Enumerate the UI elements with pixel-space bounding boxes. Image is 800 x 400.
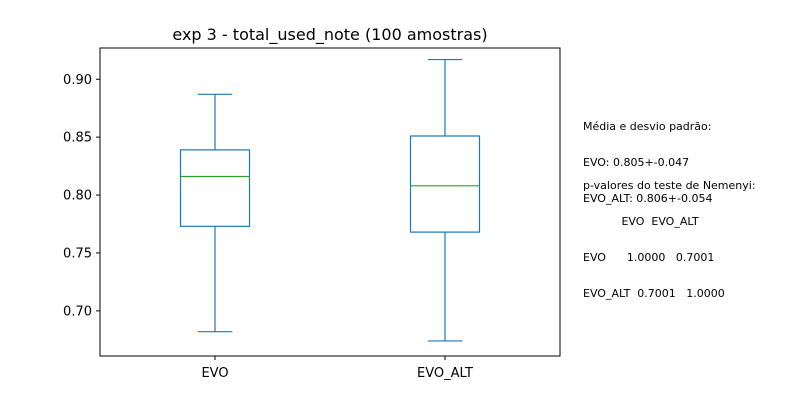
y-tick-label: 0.75 — [63, 246, 92, 261]
nemenyi-header: p-valores do teste de Nemenyi: — [583, 179, 756, 192]
stats-annotation: Média e desvio padrão: EVO: 0.805+-0.047… — [583, 97, 712, 217]
x-tick-label: EVO — [201, 366, 228, 381]
y-tick-label: 0.80 — [63, 189, 92, 204]
nemenyi-row-evo: EVO 1.0000 0.7001 — [583, 251, 715, 264]
x-axis: EVO EVO_ALT — [201, 356, 473, 381]
box-evo-alt — [409, 135, 481, 233]
nemenyi-col-header: EVO EVO_ALT — [583, 215, 699, 228]
x-tick-label: EVO_ALT — [417, 366, 473, 381]
nemenyi-row-evo-alt: EVO_ALT 0.7001 1.0000 — [583, 287, 725, 300]
y-tick-label: 0.85 — [63, 131, 92, 146]
stats-header: Média e desvio padrão: — [583, 120, 712, 133]
y-tick-label: 0.70 — [63, 304, 92, 319]
stats-line-evo: EVO: 0.805+-0.047 — [583, 156, 690, 169]
y-tick-label: 0.90 — [63, 73, 92, 88]
y-axis: 0.70 0.75 0.80 0.85 0.90 — [63, 73, 100, 319]
chart-title: exp 3 - total_used_note (100 amostras) — [172, 25, 487, 45]
box-series — [179, 58, 481, 342]
box-evo — [179, 149, 251, 227]
plot-area — [99, 47, 561, 357]
nemenyi-annotation: p-valores do teste de Nemenyi: EVO EVO_A… — [583, 156, 756, 312]
stats-line-evo-alt: EVO_ALT: 0.806+-0.054 — [583, 192, 713, 205]
